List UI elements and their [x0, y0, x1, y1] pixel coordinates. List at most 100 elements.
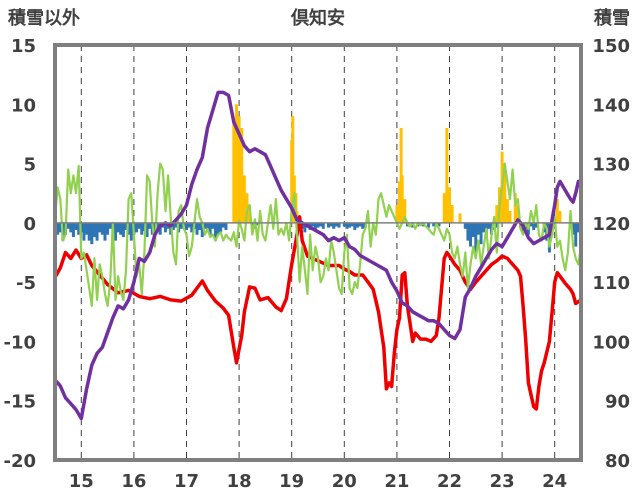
bar-4-51: [190, 222, 194, 233]
bar-3-27: [505, 199, 509, 223]
bar-4-62: [219, 222, 223, 233]
right-tick-label: 150: [592, 36, 630, 57]
x-tick-label: 22: [437, 471, 462, 492]
bar-3-8: [291, 116, 295, 223]
left-tick-label: 15: [11, 36, 36, 57]
left-tick-label: 5: [23, 155, 36, 176]
bar-4-18: [103, 222, 107, 241]
right-tick-label: 120: [592, 214, 630, 235]
bar-4-77: [327, 222, 331, 228]
bar-4-96: [432, 222, 436, 227]
bar-4-4: [66, 222, 70, 229]
bar-4-115: [529, 222, 533, 227]
bar-3-13: [395, 205, 399, 223]
bar-4-47: [179, 222, 183, 229]
bar-4-124: [571, 222, 575, 235]
bar-4-99: [466, 222, 470, 241]
left-tick-label: 10: [11, 95, 36, 116]
bar-4-80: [334, 222, 338, 227]
series-line-0: [53, 215, 583, 411]
chart-title: 倶知安: [290, 7, 345, 29]
bar-3-29: [513, 193, 517, 223]
right-tick-label: 140: [592, 95, 630, 116]
bar-4-7: [74, 222, 78, 230]
bar-4-69: [303, 222, 307, 233]
bar-4-35: [148, 222, 152, 229]
right-tick-label: 100: [592, 332, 630, 353]
bar-4-22: [113, 222, 117, 241]
left-tick-label: -15: [3, 392, 36, 413]
bar-4-104: [479, 222, 483, 245]
right-tick-label: 80: [605, 451, 630, 472]
bar-4-30: [135, 222, 139, 233]
bar-4-54: [198, 222, 202, 230]
bar-4-101: [471, 222, 475, 238]
bar-3-0: [232, 122, 236, 223]
bar-4-25: [121, 222, 125, 238]
bar-3-21: [450, 205, 454, 223]
bar-4-15: [95, 222, 99, 241]
bar-4-89: [361, 222, 365, 229]
bar-4-120: [547, 222, 551, 253]
grid: [80, 45, 556, 460]
bar-3-5: [245, 193, 249, 223]
bar-4-26: [124, 222, 128, 230]
x-axis-ticks: 15 16 17 18 19 20 21 22 23 24: [69, 471, 567, 492]
bar-4-28: [129, 222, 133, 241]
bar-4-55: [200, 222, 204, 238]
bar-4-84: [348, 222, 352, 228]
x-tick-label: 21: [384, 471, 409, 492]
bar-4-8: [77, 222, 81, 235]
bar-4-24: [119, 222, 123, 235]
bar-4-12: [87, 222, 91, 241]
bar-3-26: [503, 169, 507, 223]
bar-4-10: [82, 222, 86, 241]
bar-4-88: [358, 222, 362, 227]
bar-4-86: [353, 222, 357, 230]
right-axis-label: 積雪: [593, 7, 630, 29]
bar-4-32: [140, 222, 144, 235]
bar-3-16: [400, 175, 404, 223]
bar-4-63: [221, 222, 225, 228]
bar-4-95: [426, 222, 430, 228]
bar-4-107: [487, 222, 491, 229]
bar-4-45: [174, 222, 178, 228]
bar-4-126: [576, 222, 580, 233]
bar-3-14: [398, 181, 402, 223]
bar-4-125: [574, 222, 578, 247]
x-tick-label: 16: [121, 471, 146, 492]
bar-4-102: [474, 222, 478, 253]
x-tick-label: 19: [279, 471, 304, 492]
bar-4-60: [213, 222, 217, 241]
bar-3-23: [495, 205, 499, 223]
bar-4-105: [482, 222, 486, 233]
bar-4-27: [127, 222, 131, 235]
bar-3-28: [508, 211, 512, 223]
bar-3-1: [234, 104, 238, 223]
bar-4-75: [319, 222, 323, 227]
bar-4-23: [116, 222, 120, 233]
bar-3-4: [242, 175, 246, 223]
bar-4-44: [171, 222, 175, 230]
bar-4-13: [90, 222, 94, 245]
bar-4-76: [321, 222, 325, 229]
bar-4-16: [98, 222, 102, 233]
x-tick-label: 24: [542, 471, 567, 492]
bar-4-56: [203, 222, 207, 229]
bar-4-57: [206, 222, 210, 233]
bar-4-50: [187, 222, 191, 228]
bar-4-61: [216, 222, 220, 235]
bar-4-38: [156, 222, 160, 230]
bar-4-110: [495, 222, 499, 228]
bar-4-85: [350, 222, 354, 227]
bar-4-87: [355, 222, 359, 228]
right-tick-label: 110: [592, 273, 630, 294]
bar-4-79: [332, 222, 336, 229]
bar-4-74: [316, 222, 320, 228]
bar-4-11: [85, 222, 89, 235]
bar-4-72: [311, 222, 315, 227]
left-tick-label: -10: [3, 332, 36, 353]
bar-3-30: [516, 205, 520, 223]
bar-4-53: [195, 222, 199, 235]
